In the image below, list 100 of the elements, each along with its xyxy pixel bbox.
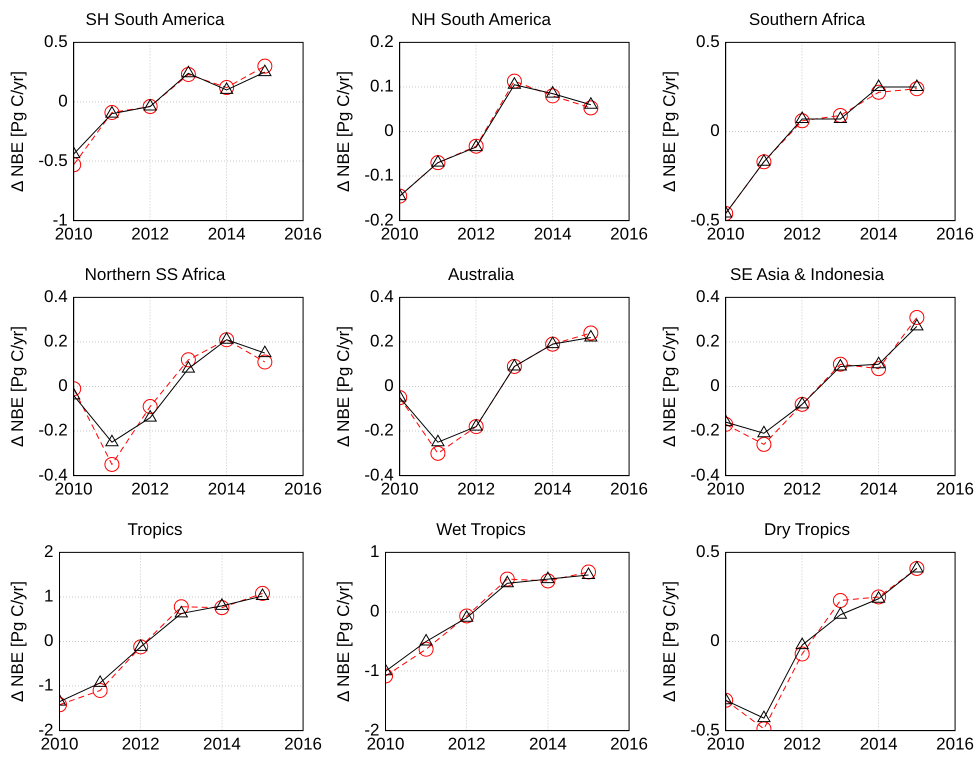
y-tick-label: 0 bbox=[58, 91, 68, 110]
point bbox=[541, 572, 554, 584]
y-tick-label: 0 bbox=[58, 376, 68, 396]
point bbox=[832, 593, 848, 608]
y-axis-title: Δ NBE [Pg C/yr] bbox=[334, 326, 353, 447]
point bbox=[871, 84, 886, 100]
point bbox=[174, 599, 189, 614]
x-tick-label: 2010 bbox=[366, 734, 404, 754]
point bbox=[470, 419, 483, 431]
point bbox=[418, 642, 434, 657]
point bbox=[872, 356, 886, 368]
y-axis-title: Δ NBE [Pg C/yr] bbox=[660, 326, 679, 447]
point bbox=[909, 560, 924, 576]
x-tick-label: 2012 bbox=[783, 224, 822, 244]
point bbox=[794, 396, 810, 412]
point bbox=[796, 396, 809, 408]
point bbox=[910, 79, 924, 91]
point bbox=[215, 598, 228, 610]
x-tick-label: 2014 bbox=[208, 224, 246, 244]
x-tick-label: 2014 bbox=[860, 224, 898, 244]
x-tick-label: 2016 bbox=[610, 479, 648, 498]
point bbox=[506, 358, 522, 374]
chart-title: Dry Tropics bbox=[764, 520, 850, 539]
y-axis-title: Δ NBE [Pg C/yr] bbox=[8, 581, 27, 702]
point bbox=[142, 399, 158, 414]
y-tick-label: 2 bbox=[44, 542, 54, 562]
y-tick-label: 0 bbox=[44, 631, 54, 650]
x-tick-label: 2016 bbox=[284, 479, 322, 498]
point bbox=[258, 64, 272, 76]
point bbox=[256, 588, 270, 600]
point bbox=[254, 586, 270, 601]
point bbox=[506, 74, 522, 89]
y-tick-label: 0.5 bbox=[696, 542, 720, 562]
chart-title: Southern Africa bbox=[748, 10, 866, 29]
point bbox=[182, 66, 195, 78]
point bbox=[540, 573, 556, 588]
point bbox=[431, 155, 444, 167]
x-tick-label: 2016 bbox=[610, 224, 648, 244]
point bbox=[257, 58, 272, 74]
y-tick-label: 0.1 bbox=[370, 76, 394, 96]
point bbox=[794, 646, 810, 662]
x-tick-label: 2014 bbox=[534, 224, 572, 244]
x-tick-label: 2010 bbox=[54, 224, 93, 244]
point bbox=[508, 358, 521, 370]
point bbox=[756, 436, 772, 452]
x-tick-label: 2012 bbox=[783, 479, 822, 498]
point bbox=[182, 361, 195, 373]
y-axis-title: Δ NBE [Pg C/yr] bbox=[334, 71, 353, 192]
chart-title: Wet Tropics bbox=[436, 520, 526, 539]
x-tick-label: 2010 bbox=[40, 734, 78, 754]
x-tick-label: 2010 bbox=[706, 479, 745, 498]
point bbox=[834, 112, 847, 124]
point bbox=[757, 710, 770, 722]
y-axis-title: Δ NBE [Pg C/yr] bbox=[334, 581, 353, 702]
point bbox=[832, 108, 848, 123]
x-tick-label: 2016 bbox=[936, 734, 974, 754]
x-tick-label: 2016 bbox=[936, 479, 974, 498]
point bbox=[430, 446, 446, 461]
point bbox=[545, 88, 560, 104]
x-tick-label: 2012 bbox=[131, 479, 170, 498]
y-tick-label: -0.1 bbox=[364, 166, 394, 185]
point bbox=[214, 600, 230, 616]
y-tick-label: 0 bbox=[710, 376, 720, 396]
y-axis-title: Δ NBE [Pg C/yr] bbox=[8, 326, 27, 447]
x-tick-label: 2016 bbox=[610, 734, 648, 754]
y-tick-label: 0.4 bbox=[696, 287, 720, 306]
x-tick-label: 2012 bbox=[783, 734, 822, 754]
point bbox=[180, 352, 196, 368]
y-tick-label: 1 bbox=[44, 586, 54, 606]
x-tick-label: 2010 bbox=[54, 479, 93, 498]
point bbox=[909, 310, 924, 325]
point bbox=[757, 154, 770, 166]
x-tick-label: 2016 bbox=[284, 224, 322, 244]
y-tick-label: 0.5 bbox=[44, 32, 68, 52]
x-tick-label: 2012 bbox=[457, 224, 496, 244]
point bbox=[546, 86, 560, 98]
y-tick-label: -0.5 bbox=[38, 150, 68, 170]
point bbox=[468, 419, 484, 434]
chart-title: Australia bbox=[448, 264, 515, 284]
point bbox=[872, 79, 886, 91]
chart-title: SE Asia & Indonesia bbox=[730, 264, 885, 284]
point bbox=[133, 639, 148, 654]
y-tick-label: -0.2 bbox=[364, 420, 394, 440]
y-tick-label: 0.4 bbox=[44, 287, 68, 306]
y-tick-label: -1 bbox=[38, 676, 54, 695]
x-tick-label: 2014 bbox=[860, 479, 898, 498]
point bbox=[105, 434, 118, 446]
point bbox=[430, 155, 446, 170]
point bbox=[92, 683, 108, 698]
point bbox=[144, 99, 157, 111]
point bbox=[583, 326, 598, 341]
x-tick-label: 2014 bbox=[534, 479, 572, 498]
point bbox=[546, 336, 560, 348]
point bbox=[180, 66, 196, 82]
chart-title: SH South America bbox=[86, 10, 225, 29]
point bbox=[258, 346, 272, 358]
y-tick-label: 0.2 bbox=[44, 332, 68, 351]
x-tick-label: 2012 bbox=[448, 734, 486, 754]
point bbox=[500, 576, 514, 588]
point bbox=[584, 97, 598, 109]
